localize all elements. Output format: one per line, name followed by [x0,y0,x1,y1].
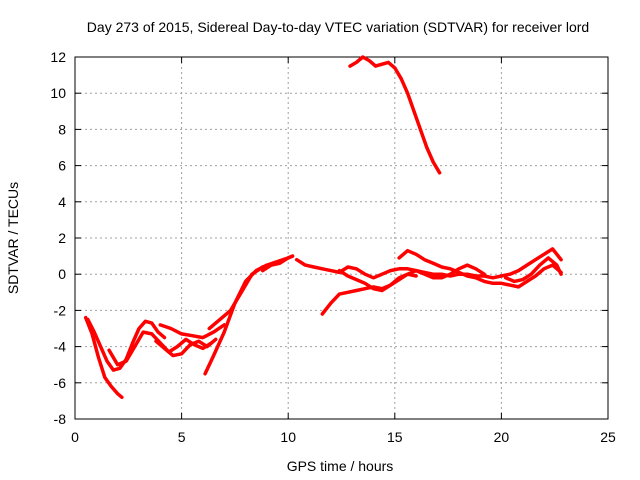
x-tick-labels: 0 5 10 15 20 25 [71,429,616,445]
series-line-arc-4 [154,337,218,358]
y-tick-label: 4 [58,194,66,210]
y-tick-label: -8 [54,411,67,427]
chart-title: Day 273 of 2015, Sidereal Day-to-day VTE… [87,19,589,35]
y-tick-label: -6 [54,375,67,391]
series-line-arc-10 [320,272,418,316]
series-line-arc-8 [260,254,295,273]
series-line-arc-12 [397,248,563,289]
series-line-arc-6 [203,254,295,376]
x-tick-label: 10 [280,429,296,445]
series-line-arc-1 [83,315,124,400]
y-tick-labels: -8 -6 -4 -2 0 2 4 6 8 10 12 [50,49,66,427]
axis-ticks [74,56,609,420]
y-tick-label: 6 [58,158,66,174]
x-tick-label: 5 [178,429,186,445]
x-tick-label: 25 [600,429,616,445]
series-line-arc-13 [503,256,563,284]
series-line-arc-14 [348,55,442,175]
x-tick-label: 20 [494,429,510,445]
x-axis-label: GPS time / hours [287,458,394,474]
y-tick-label: 2 [58,230,66,246]
y-tick-label: -2 [54,302,67,318]
y-tick-label: 10 [50,85,66,101]
x-tick-label: 15 [387,429,403,445]
y-tick-label: -4 [54,339,67,355]
y-tick-label: 0 [58,266,66,282]
y-axis-label: SDTVAR / TECUs [5,182,21,294]
y-tick-label: 12 [50,49,66,65]
x-tick-label: 0 [71,429,79,445]
y-tick-label: 8 [58,121,66,137]
series-line-arc-5 [158,323,226,340]
series-line-arc-11 [337,263,487,293]
series-line-arc-7 [207,265,265,331]
series-group [83,55,563,400]
grid [75,57,608,419]
